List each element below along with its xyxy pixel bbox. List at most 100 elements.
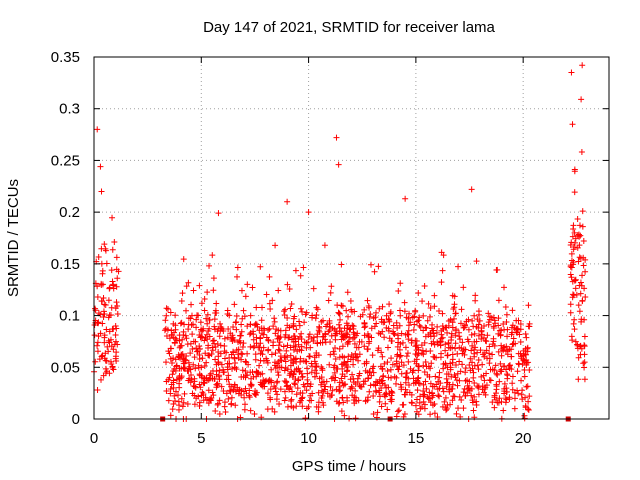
- data-point: [336, 345, 343, 352]
- data-point: [170, 384, 177, 391]
- data-point: [496, 327, 503, 334]
- data-point: [474, 349, 481, 356]
- data-point: [92, 305, 99, 312]
- data-point: [248, 375, 255, 382]
- data-point: [426, 389, 433, 396]
- data-point: [335, 161, 342, 168]
- data-point: [352, 387, 359, 394]
- data-point: [280, 308, 287, 315]
- data-point: [459, 350, 466, 357]
- data-point: [490, 314, 497, 321]
- data-point: [468, 385, 475, 392]
- data-point: [579, 297, 586, 304]
- data-point: [215, 349, 222, 356]
- data-point: [231, 381, 238, 388]
- data-point: [386, 318, 393, 325]
- data-point: [345, 313, 352, 320]
- data-point: [410, 326, 417, 333]
- data-point: [396, 346, 403, 353]
- data-point: [411, 321, 418, 328]
- data-point: [337, 316, 344, 323]
- data-point: [467, 355, 474, 362]
- data-point: [425, 395, 432, 402]
- data-point: [454, 350, 461, 357]
- data-point: [303, 405, 310, 412]
- data-point: [361, 319, 368, 326]
- data-point: [240, 307, 247, 314]
- data-point: [213, 300, 220, 307]
- data-point: [451, 301, 458, 308]
- data-point: [294, 385, 301, 392]
- data-point: [100, 372, 107, 379]
- data-point: [509, 307, 516, 314]
- data-point: [253, 368, 260, 375]
- data-point: [223, 376, 230, 383]
- data-point: [387, 310, 394, 317]
- data-point: [291, 313, 298, 320]
- data-point: [494, 371, 501, 378]
- data-point: [403, 353, 410, 360]
- data-point: [504, 326, 511, 333]
- data-point: [361, 332, 368, 339]
- data-point: [341, 359, 348, 366]
- data-point: [231, 301, 238, 308]
- data-point: [304, 380, 311, 387]
- data-point: [422, 359, 429, 366]
- data-point: [242, 367, 249, 374]
- data-point: [271, 383, 278, 390]
- data-point: [449, 324, 456, 331]
- data-point: [402, 344, 409, 351]
- data-point: [404, 331, 411, 338]
- data-point: [288, 396, 295, 403]
- data-point: [447, 316, 454, 323]
- data-point: [162, 317, 169, 324]
- data-point: [267, 305, 274, 312]
- data-point: [458, 397, 465, 404]
- data-point: [195, 362, 202, 369]
- data-point: [384, 359, 391, 366]
- data-point: [575, 354, 582, 361]
- data-point: [290, 371, 297, 378]
- data-point: [265, 336, 272, 343]
- data-point: [326, 361, 333, 368]
- data-point: [492, 390, 499, 397]
- data-point: [257, 334, 264, 341]
- data-point: [97, 163, 104, 170]
- data-point: [102, 350, 109, 357]
- data-point: [191, 401, 198, 408]
- data-point: [383, 312, 390, 319]
- data-point: [495, 399, 502, 406]
- data-point: [336, 311, 343, 318]
- data-point: [391, 331, 398, 338]
- data-point: [228, 351, 235, 358]
- data-point: [526, 393, 533, 400]
- data-point: [570, 261, 577, 268]
- data-point: [440, 388, 447, 395]
- data-point: [218, 361, 225, 368]
- data-point: [497, 360, 504, 367]
- data-point: [113, 254, 120, 261]
- data-point: [347, 385, 354, 392]
- data-point: [237, 332, 244, 339]
- data-point: [188, 301, 195, 308]
- data-point: [201, 362, 208, 369]
- data-point: [416, 399, 423, 406]
- data-point: [427, 399, 434, 406]
- data-point: [172, 335, 179, 342]
- data-point: [282, 331, 289, 338]
- data-point: [381, 381, 388, 388]
- data-point: [200, 390, 207, 397]
- data-point: [196, 343, 203, 350]
- data-point: [113, 325, 120, 332]
- data-point: [503, 389, 510, 396]
- data-point: [283, 347, 290, 354]
- data-point: [435, 392, 442, 399]
- data-point: [247, 312, 254, 319]
- data-point: [571, 243, 578, 250]
- data-point: [221, 355, 228, 362]
- data-point: [212, 407, 219, 414]
- data-point: [504, 371, 511, 378]
- data-point: [340, 399, 347, 406]
- data-point: [520, 352, 527, 359]
- data-point: [173, 363, 180, 370]
